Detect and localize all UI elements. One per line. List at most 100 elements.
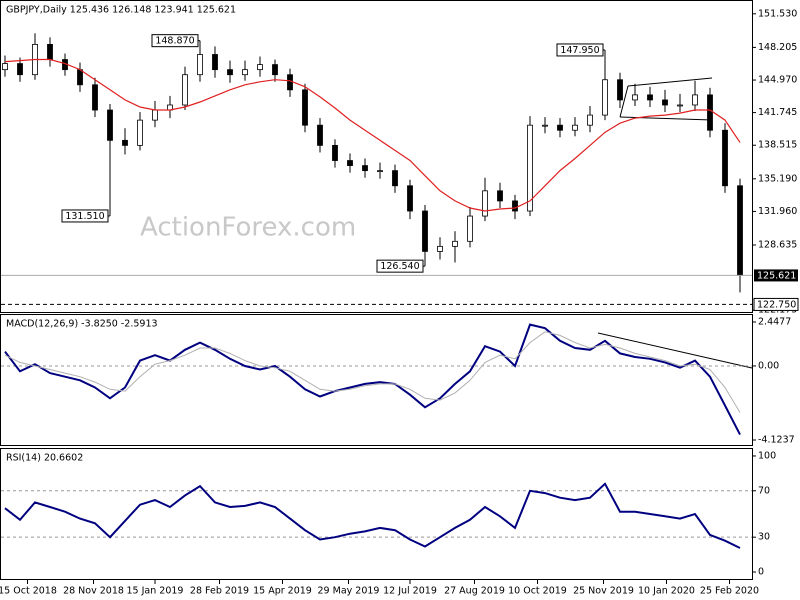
y-tick-label: -4.1237 [758,435,795,446]
macd-frame [0,314,753,446]
x-tick-label: 25 Nov 2019 [573,586,634,597]
x-tick-label: 12 Jul 2019 [383,586,437,597]
candle-body [227,69,233,76]
candle-body [722,129,728,187]
y-tick-label: 148.205 [758,42,797,53]
channel-side [619,85,629,118]
candle-body [482,190,488,217]
candle-body [362,165,368,172]
moving-average [4,58,741,212]
candle-body [542,124,548,127]
candle-body [632,94,638,101]
candle-body [392,170,398,187]
x-tick-label: 27 Aug 2019 [444,586,505,597]
candle-body [107,109,113,141]
candle-body [317,124,323,146]
candle-body [572,124,578,131]
x-tick-label: 25 Feb 2020 [700,586,759,597]
x-tick-label: 10 Oct 2019 [508,586,567,597]
y-tick-label: 128.635 [758,239,797,250]
annotation-box [151,34,199,48]
candle-body [2,63,8,71]
candle-body [497,190,503,202]
candle-body [647,94,653,101]
candle-body [557,124,563,131]
last-price-box [754,269,798,282]
last-price-label: 125.621 [757,270,796,281]
candle-body [467,215,473,242]
candle-body [527,124,533,212]
annotation-label: 147.950 [560,45,599,56]
candle-body [602,79,608,116]
y-tick-label: 138.515 [758,140,797,151]
annotation-box [556,43,604,57]
y-tick-label: 0.00 [758,360,779,371]
indicator-line [4,331,741,413]
candle-body [587,114,593,126]
indicator-line [4,482,741,549]
macd-title: MACD(12,26,9) -3.8250 -2.5913 [6,319,158,330]
candle-body [332,144,338,161]
x-tick-label: 15 Jan 2019 [127,586,184,597]
price-frame [0,0,753,313]
candle-body [17,63,23,76]
annotation-label: 126.540 [380,261,419,272]
annotation-box [61,209,109,223]
rsi-title: RSI(14) 20.6602 [6,453,83,464]
x-tick-label: 15 Oct 2018 [0,586,57,597]
candle-body [137,119,143,146]
x-tick-label: 28 Nov 2018 [63,586,124,597]
candle-body [677,104,683,107]
candle-body [692,94,698,106]
y-tick-label: 0 [758,566,764,577]
chart-title: GBPJPY,Daily 125.436 126.148 123.941 125… [6,5,236,16]
candle-body [152,109,158,121]
y-tick-label: 135.190 [758,173,797,184]
y-tick-label: 151.530 [758,8,797,19]
y-tick-label: 2.4477 [758,316,791,327]
candle-body [182,74,188,106]
candle-body [737,185,743,276]
candle-body [212,54,218,71]
macd-trendline [597,332,753,369]
candle-body [437,245,443,252]
annotation-box [376,259,424,273]
candle-body [272,64,278,76]
candle-body [377,170,383,173]
channel-top [627,77,713,87]
y-tick-label: 141.745 [758,107,797,118]
candle-body [92,84,98,111]
candle-body [122,139,128,146]
x-tick-label: 10 Jan 2020 [638,586,695,597]
candle-body [707,94,713,131]
y-tick-label: 100 [758,450,776,461]
x-tick-label: 29 May 2019 [318,586,380,597]
candle-body [77,69,83,86]
watermark: ActionForex.com [140,213,356,243]
candle-body [257,64,263,71]
indicator-line [4,323,741,436]
x-tick-label: 15 Apr 2019 [253,586,312,597]
y-tick-label: 131.960 [758,206,797,217]
annotation-label: 148.870 [155,36,194,47]
annotation-label: 131.510 [65,211,104,222]
x-tick-label: 28 Feb 2019 [190,586,249,597]
y-tick-label: 144.970 [758,75,797,86]
candle-body [512,200,518,212]
candle-body [287,74,293,91]
y-tick-label: 70 [758,485,770,496]
candle-body [617,79,623,101]
candle-body [242,69,248,76]
candle-body [407,185,413,212]
rsi-frame [0,448,753,580]
support-box [753,297,799,311]
y-tick-label: 30 [758,532,770,543]
candle-body [662,99,668,106]
candle-body [422,210,428,252]
support-label: 122.750 [757,299,796,310]
candle-body [452,240,458,247]
candle-body [302,89,308,126]
candle-body [347,160,353,166]
